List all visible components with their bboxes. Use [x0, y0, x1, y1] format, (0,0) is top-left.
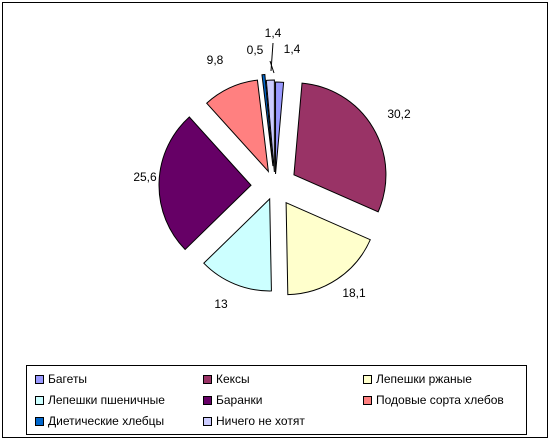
legend-item: Диетические хлебцы [35, 413, 164, 429]
data-label-4: 13 [214, 297, 228, 311]
pie-slice-1 [275, 81, 285, 175]
pie-slice-2 [293, 82, 387, 213]
leader-line-7 [269, 60, 275, 74]
legend-item: Баранки [203, 392, 262, 408]
legend: Багеты Кексы Лепешки ржаные Лепешки пшеничн… [26, 365, 527, 435]
legend-swatch [203, 374, 212, 384]
legend-swatch [35, 416, 44, 426]
legend-item: Лепешки ржаные [363, 371, 472, 387]
data-label-6: 9,8 [207, 53, 224, 67]
legend-item: Кексы [203, 371, 250, 387]
legend-label: Диетические хлебцы [48, 414, 165, 428]
legend-label: Подовые сорта хлебов [376, 393, 504, 407]
data-label-2: 30,2 [387, 107, 411, 121]
pie-slice-3 [285, 201, 371, 296]
legend-swatch [203, 416, 212, 426]
legend-item: Ничего не хотят [203, 413, 305, 429]
leader-line-8 [270, 42, 274, 72]
chart-frame: 1,4 30,2 18,1 13 25,6 9,8 0,5 1,4 Багеты Кексы Ле… [2, 2, 548, 438]
legend-label: Багеты [48, 372, 88, 386]
pie-slice-5 [158, 116, 252, 251]
legend-label: Кексы [216, 372, 250, 386]
data-label-3: 18,1 [342, 286, 366, 300]
data-label-8: 1,4 [265, 26, 282, 40]
legend-label: Лепешки пшеничные [48, 393, 165, 407]
pie-slice-8 [265, 79, 275, 173]
data-label-7: 0,5 [247, 43, 264, 57]
legend-label: Ничего не хотят [216, 414, 305, 428]
legend-swatch [363, 395, 372, 405]
data-label-1: 1,4 [284, 42, 301, 56]
data-label-5: 25,6 [133, 170, 157, 184]
legend-swatch [35, 395, 44, 405]
legend-swatch [35, 374, 44, 384]
pie-slice-4 [203, 197, 272, 292]
legend-label: Лепешки ржаные [376, 372, 472, 386]
legend-swatch [203, 395, 212, 405]
legend-item: Багеты [35, 371, 87, 387]
legend-swatch [363, 374, 372, 384]
legend-item: Лепешки пшеничные [35, 392, 165, 408]
pie-slice-6 [205, 79, 270, 173]
legend-label: Баранки [216, 393, 263, 407]
legend-item: Подовые сорта хлебов [363, 392, 504, 408]
pie-slice-7 [261, 73, 274, 167]
